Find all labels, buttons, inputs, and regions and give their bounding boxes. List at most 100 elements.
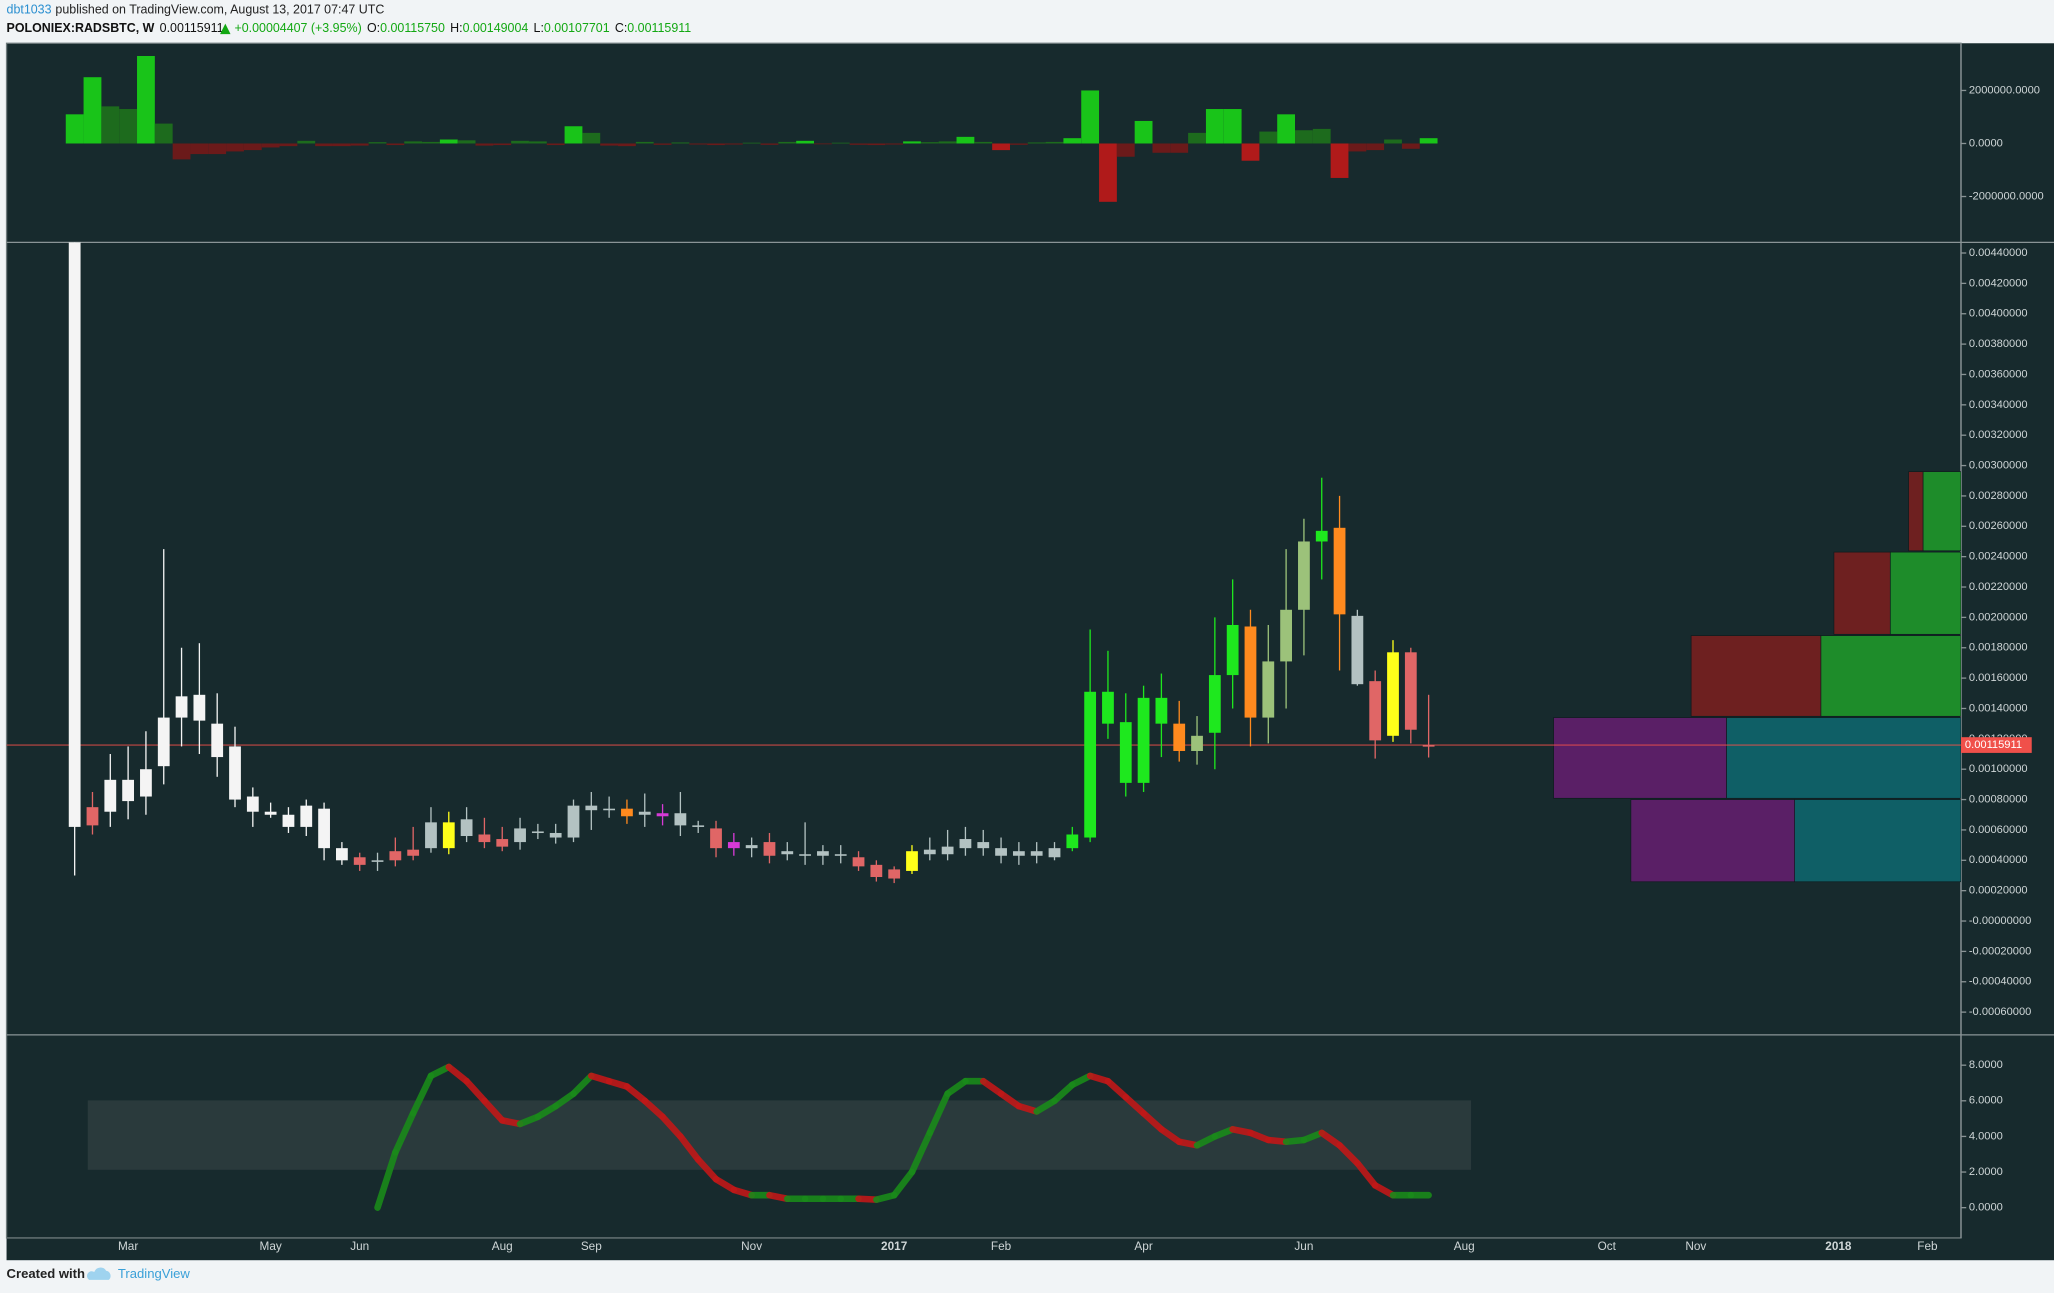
oscillator-segment [409,1072,435,1117]
candle-body [674,813,687,826]
volume-bar [849,143,868,145]
candle-body [1155,697,1168,724]
symbol: POLONIEX:RADSBTC, W [7,21,155,35]
volume-bar [831,142,850,144]
oscillator-segment [694,1156,720,1183]
volume-bar [992,143,1010,151]
y-tick-label: 6.0000 [1969,1095,2003,1107]
oscillator-segment [552,1090,577,1110]
candle-body [763,842,776,856]
y-tick-label: 0.00420000 [1969,277,2028,289]
candle-body [371,860,384,862]
candle-body [282,814,295,827]
y-tick-label: 0.00360000 [1969,368,2028,380]
oscillator-segment [1158,1126,1183,1146]
candle-body [514,828,526,843]
close-value: 0.00115911 [627,21,691,35]
author-link[interactable]: dbt1033 [7,3,52,17]
price-panel [6,242,1961,884]
volume-bar [814,143,832,145]
candle-body [425,822,437,849]
candle-body [86,807,99,826]
candle-body [1102,691,1114,724]
heatmap-band [87,1100,1472,1170]
low-value: 0.00107701 [544,21,610,35]
candle-body [870,864,883,878]
candle-body [1422,745,1435,747]
volume-bar [546,143,565,146]
volume-bar [885,143,904,145]
volume-bar [172,143,191,160]
candle-body [1012,851,1025,856]
indicator-panel [374,1063,1432,1211]
y-tick-label: -0.00000000 [1969,915,2031,927]
x-tick-label: May [260,1240,282,1253]
volume-bar [956,136,975,144]
volume-bar [332,143,351,147]
candle-body [531,831,544,834]
candle-body [211,723,224,758]
oscillator-segment [392,1109,417,1156]
volume-bar [208,143,227,155]
low-label: L: [534,21,544,35]
candle-body [852,857,865,867]
tradingview-logo [86,1267,111,1280]
y-tick-label: 0.00380000 [1969,338,2028,350]
volume-bar [742,142,761,144]
candle-body [692,825,705,827]
volume-bar [368,142,387,144]
publish-line: dbt1033 published on TradingView.com, Aug… [7,3,385,17]
x-tick-label: Feb [1917,1240,1938,1253]
volume-bar [1223,109,1242,144]
oscillator-segment [1193,1133,1219,1149]
volume-bar [689,143,708,145]
volume-profile-up [1922,471,1961,552]
candle-body [157,717,170,767]
footer-brand[interactable]: TradingView [118,1266,191,1281]
volume-profile-up [1889,551,1961,635]
candle-body [710,828,722,849]
candle-body [817,851,829,856]
oscillator-segment [1122,1093,1147,1117]
candle-body [585,805,598,811]
oscillator-segment [659,1113,684,1140]
oscillator-segment [908,1129,934,1176]
candle-body [1244,626,1257,718]
volume-profile-down [1553,717,1727,799]
volume-bar [1116,143,1135,157]
volume-bar [1330,143,1349,178]
y-tick-label: 0.00040000 [1969,854,2028,866]
candle-body [229,746,241,800]
candle-body [888,869,901,879]
high-value: 0.00149004 [463,21,529,35]
candle-body [621,808,633,817]
volume-bar [778,141,797,144]
x-tick-label: Apr [1134,1240,1152,1253]
y-tick-label: 2000000.0000 [1969,84,2040,96]
oscillator-segment [427,1063,453,1080]
volume-bar [65,114,84,144]
x-tick-label: Jun [350,1240,369,1253]
oscillator-segment [979,1077,1005,1097]
candle-body [1137,697,1150,783]
y-tick-label: 0.0000 [1969,1202,2003,1214]
volume-profile-down [1690,635,1822,717]
volume-bar [1152,143,1171,153]
oscillator-segment [1033,1097,1058,1115]
open-value: 0.00115750 [380,21,445,35]
volume-bar [422,141,440,144]
volume-profile-up [1820,635,1961,717]
oscillator-segment [463,1077,488,1105]
volume-bar [493,143,512,146]
oscillator-segment [712,1175,738,1194]
oscillator-segment [1069,1072,1094,1089]
last-price-label: 0.00115911 [1965,739,2022,751]
candle-body [407,849,420,856]
y-tick-label: 0.00340000 [1969,399,2028,411]
candle-body [1173,723,1186,751]
volume-bar [920,142,939,144]
volume-bar [154,123,173,144]
volume-bar [707,143,725,146]
candle-body [941,846,954,855]
